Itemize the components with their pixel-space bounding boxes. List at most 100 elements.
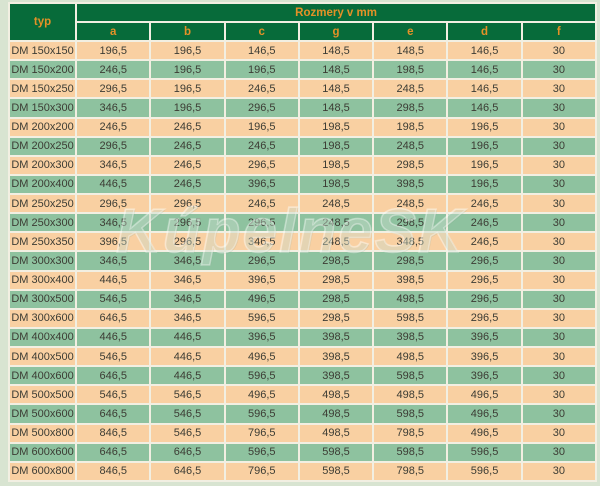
cell-e: 248,5 xyxy=(374,137,447,155)
cell-f: 30 xyxy=(522,424,595,442)
table-body: DM 150x150 196,5 196,5 146,5 148,5 148,5 146,5… xyxy=(10,42,595,480)
cell-c: 596,5 xyxy=(225,405,298,423)
cell-f: 30 xyxy=(522,328,595,346)
cell-f: 30 xyxy=(522,156,595,174)
cell-f: 30 xyxy=(522,271,595,289)
cell-a: 546,5 xyxy=(77,386,150,404)
cell-c: 396,5 xyxy=(225,175,298,193)
cell-g: 298,5 xyxy=(299,271,373,289)
cell-typ: DM 250x300 xyxy=(10,214,76,232)
cell-f: 30 xyxy=(522,118,595,136)
cell-typ: DM 600x800 xyxy=(10,462,76,480)
cell-a: 446,5 xyxy=(77,175,150,193)
cell-g: 248,5 xyxy=(299,214,373,232)
table-row: DM 150x250 296,5 196,5 246,5 148,5 248,5 146,5… xyxy=(10,80,595,98)
cell-g: 298,5 xyxy=(299,309,373,327)
cell-a: 196,5 xyxy=(77,42,150,60)
cell-typ: DM 500x500 xyxy=(10,386,76,404)
cell-d: 296,5 xyxy=(448,271,521,289)
table-row: DM 500x500 546,5 546,5 496,5 498,5 498,5 496,5… xyxy=(10,386,595,404)
cell-typ: DM 300x600 xyxy=(10,309,76,327)
cell-c: 346,5 xyxy=(225,233,298,251)
table-row: DM 200x200 246,5 246,5 196,5 198,5 198,5 196,5… xyxy=(10,118,595,136)
cell-d: 596,5 xyxy=(448,443,521,461)
cell-f: 30 xyxy=(522,252,595,270)
cell-a: 546,5 xyxy=(77,348,150,366)
cell-a: 646,5 xyxy=(77,443,150,461)
cell-b: 546,5 xyxy=(151,386,224,404)
cell-g: 198,5 xyxy=(299,118,373,136)
cell-b: 196,5 xyxy=(151,80,224,98)
col-header-c: c xyxy=(225,23,298,40)
cell-e: 348,5 xyxy=(374,233,447,251)
cell-c: 396,5 xyxy=(225,271,298,289)
cell-c: 796,5 xyxy=(225,424,298,442)
cell-a: 346,5 xyxy=(77,252,150,270)
cell-e: 498,5 xyxy=(374,290,447,308)
cell-d: 396,5 xyxy=(448,348,521,366)
table-row: DM 400x600 646,5 446,5 596,5 398,5 598,5 396,5… xyxy=(10,367,595,385)
cell-g: 498,5 xyxy=(299,405,373,423)
cell-typ: DM 150x200 xyxy=(10,61,76,79)
cell-b: 196,5 xyxy=(151,42,224,60)
table-row: DM 500x800 846,5 546,5 796,5 498,5 798,5 496,5… xyxy=(10,424,595,442)
cell-e: 198,5 xyxy=(374,118,447,136)
cell-b: 246,5 xyxy=(151,137,224,155)
cell-typ: DM 300x300 xyxy=(10,252,76,270)
cell-e: 598,5 xyxy=(374,367,447,385)
table-row: DM 600x600 646,5 646,5 596,5 598,5 598,5 596,5… xyxy=(10,443,595,461)
cell-a: 846,5 xyxy=(77,424,150,442)
cell-b: 246,5 xyxy=(151,118,224,136)
cell-a: 296,5 xyxy=(77,137,150,155)
cell-f: 30 xyxy=(522,195,595,213)
cell-g: 148,5 xyxy=(299,42,373,60)
cell-d: 596,5 xyxy=(448,462,521,480)
cell-c: 196,5 xyxy=(225,118,298,136)
table-row: DM 250x250 296,5 296,5 246,5 248,5 248,5 246,5… xyxy=(10,195,595,213)
table-row: DM 150x300 346,5 196,5 296,5 148,5 298,5 146,5… xyxy=(10,99,595,117)
cell-g: 248,5 xyxy=(299,195,373,213)
cell-a: 646,5 xyxy=(77,367,150,385)
cell-typ: DM 400x600 xyxy=(10,367,76,385)
cell-b: 446,5 xyxy=(151,328,224,346)
cell-d: 396,5 xyxy=(448,367,521,385)
cell-typ: DM 150x150 xyxy=(10,42,76,60)
cell-d: 196,5 xyxy=(448,175,521,193)
cell-f: 30 xyxy=(522,462,595,480)
table-row: DM 200x300 346,5 246,5 296,5 198,5 298,5 196,5… xyxy=(10,156,595,174)
col-header-d: d xyxy=(448,23,521,40)
cell-typ: DM 200x250 xyxy=(10,137,76,155)
cell-g: 198,5 xyxy=(299,175,373,193)
cell-typ: DM 150x300 xyxy=(10,99,76,117)
cell-b: 646,5 xyxy=(151,443,224,461)
col-header-e: e xyxy=(374,23,447,40)
cell-b: 546,5 xyxy=(151,405,224,423)
cell-b: 446,5 xyxy=(151,367,224,385)
cell-b: 346,5 xyxy=(151,309,224,327)
cell-d: 296,5 xyxy=(448,290,521,308)
cell-c: 596,5 xyxy=(225,309,298,327)
cell-f: 30 xyxy=(522,443,595,461)
cell-f: 30 xyxy=(522,309,595,327)
cell-b: 296,5 xyxy=(151,233,224,251)
cell-f: 30 xyxy=(522,80,595,98)
cell-d: 496,5 xyxy=(448,405,521,423)
cell-e: 198,5 xyxy=(374,61,447,79)
cell-f: 30 xyxy=(522,99,595,117)
cell-d: 296,5 xyxy=(448,252,521,270)
cell-c: 496,5 xyxy=(225,290,298,308)
cell-a: 646,5 xyxy=(77,309,150,327)
cell-typ: DM 300x500 xyxy=(10,290,76,308)
table-row: DM 300x600 646,5 346,5 596,5 298,5 598,5 296,5… xyxy=(10,309,595,327)
cell-g: 198,5 xyxy=(299,156,373,174)
cell-a: 296,5 xyxy=(77,195,150,213)
cell-typ: DM 500x800 xyxy=(10,424,76,442)
col-header-b: b xyxy=(151,23,224,40)
cell-f: 30 xyxy=(522,42,595,60)
cell-c: 496,5 xyxy=(225,386,298,404)
cell-a: 346,5 xyxy=(77,99,150,117)
cell-e: 298,5 xyxy=(374,214,447,232)
cell-b: 646,5 xyxy=(151,462,224,480)
table-row: DM 300x400 446,5 346,5 396,5 298,5 398,5 296,5… xyxy=(10,271,595,289)
